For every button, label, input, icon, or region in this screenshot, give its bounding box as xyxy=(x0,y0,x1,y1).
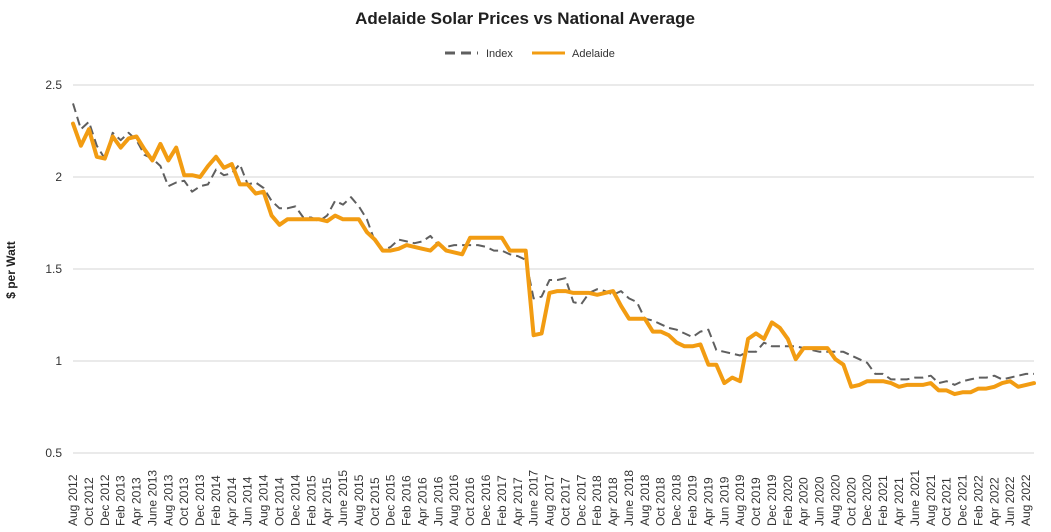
x-tick-label: Oct 2017 xyxy=(558,477,572,526)
legend-label-adelaide: Adelaide xyxy=(572,48,615,60)
x-tick-label: Apr 2021 xyxy=(892,477,906,526)
x-tick-label: Oct 2015 xyxy=(368,477,382,526)
x-tick-label: Oct 2019 xyxy=(749,477,763,526)
y-tick-label: 2.5 xyxy=(45,78,62,92)
x-tick-label: Dec 2021 xyxy=(956,474,970,526)
x-tick-label: Jun 2016 xyxy=(431,476,445,526)
x-tick-label: Aug 2014 xyxy=(257,474,271,526)
gridlines xyxy=(73,84,1034,454)
x-tick-label: Aug 2016 xyxy=(447,474,461,526)
x-tick-label: Jun 2014 xyxy=(241,476,255,526)
x-tick-label: Feb 2015 xyxy=(304,475,318,526)
x-tick-label: Aug 2022 xyxy=(1019,474,1033,526)
x-tick-label: Dec 2012 xyxy=(98,474,112,526)
x-tick-label: Jun 2020 xyxy=(813,476,827,526)
x-tick-label: Dec 2016 xyxy=(479,474,493,526)
x-tick-label: Dec 2020 xyxy=(860,474,874,526)
series-layer xyxy=(71,103,1036,397)
x-tick-label: Feb 2017 xyxy=(495,475,509,526)
x-tick-label: Feb 2019 xyxy=(685,475,699,526)
x-tick-label: Aug 2012 xyxy=(66,474,80,526)
x-tick-label: Apr 2015 xyxy=(320,477,334,526)
y-tick-label: 1 xyxy=(55,354,62,368)
y-tick-label: 1.5 xyxy=(45,262,62,276)
x-tick-label: Feb 2021 xyxy=(876,475,890,526)
x-tick-label: Feb 2016 xyxy=(400,475,414,526)
legend-item-adelaide: Adelaide xyxy=(532,48,615,60)
x-tick-label: Oct 2020 xyxy=(844,477,858,526)
legend-item-index: Index xyxy=(445,48,513,60)
x-tick-label: Dec 2014 xyxy=(288,474,302,526)
x-tick-label: Feb 2013 xyxy=(114,475,128,526)
x-tick-label: June 2017 xyxy=(527,470,541,526)
x-tick-label: Oct 2013 xyxy=(177,477,191,526)
legend: Index Adelaide xyxy=(445,48,615,60)
x-tick-label: Dec 2019 xyxy=(765,474,779,526)
x-tick-label: Aug 2013 xyxy=(161,474,175,526)
x-tick-label: Apr 2014 xyxy=(225,477,239,526)
y-axis-label: $ per Watt xyxy=(4,241,18,299)
x-tick-label: Jun 2019 xyxy=(717,476,731,526)
x-tick-label: Aug 2020 xyxy=(828,474,842,526)
x-tick-label: Feb 2020 xyxy=(781,475,795,526)
x-tick-label: Apr 2020 xyxy=(797,477,811,526)
x-tick-label: Apr 2013 xyxy=(130,477,144,526)
x-tick-label: Dec 2015 xyxy=(384,474,398,526)
x-tick-label: Dec 2013 xyxy=(193,474,207,526)
x-tick-label: Apr 2018 xyxy=(606,477,620,526)
x-tick-label: Oct 2014 xyxy=(272,477,286,526)
x-tick-label: Feb 2018 xyxy=(590,475,604,526)
x-tick-label: June 2013 xyxy=(145,470,159,526)
chart-title: Adelaide Solar Prices vs National Averag… xyxy=(355,9,695,28)
x-tick-label: Oct 2018 xyxy=(654,477,668,526)
x-tick-label: Oct 2021 xyxy=(940,477,954,526)
x-tick-label: Feb 2022 xyxy=(971,475,985,526)
x-tick-label: Aug 2019 xyxy=(733,474,747,526)
x-tick-label: Apr 2017 xyxy=(511,477,525,526)
x-tick-label: Oct 2016 xyxy=(463,477,477,526)
x-tick-label: Dec 2017 xyxy=(574,474,588,526)
x-axis-ticks: Aug 2012 Oct 2012 Dec 2012 Feb 2013 Apr 2013… xyxy=(66,470,1033,526)
x-tick-label: Feb 2014 xyxy=(209,475,223,526)
x-tick-label: Aug 2015 xyxy=(352,474,366,526)
x-tick-label: Aug 2017 xyxy=(543,474,557,526)
x-tick-label: Aug 2021 xyxy=(924,474,938,526)
legend-label-index: Index xyxy=(486,48,513,60)
x-tick-label: Apr 2022 xyxy=(987,477,1001,526)
x-tick-label: June 2021 xyxy=(908,470,922,526)
x-tick-label: Apr 2016 xyxy=(415,477,429,526)
x-tick-label: Dec 2018 xyxy=(670,474,684,526)
x-tick-label: June 2015 xyxy=(336,470,350,526)
x-tick-label: Aug 2018 xyxy=(638,474,652,526)
x-tick-label: Jun 2022 xyxy=(1003,476,1017,526)
y-tick-label: 2 xyxy=(55,170,62,184)
y-tick-label: 0.5 xyxy=(45,446,62,460)
y-axis-ticks: 0.5 1 1.5 2 2.5 xyxy=(45,78,62,460)
x-tick-label: June 2018 xyxy=(622,470,636,526)
x-tick-label: Oct 2012 xyxy=(82,477,96,526)
x-tick-label: Apr 2019 xyxy=(701,477,715,526)
series-line-adelaide xyxy=(71,121,1036,397)
series-line-index xyxy=(72,103,1034,386)
